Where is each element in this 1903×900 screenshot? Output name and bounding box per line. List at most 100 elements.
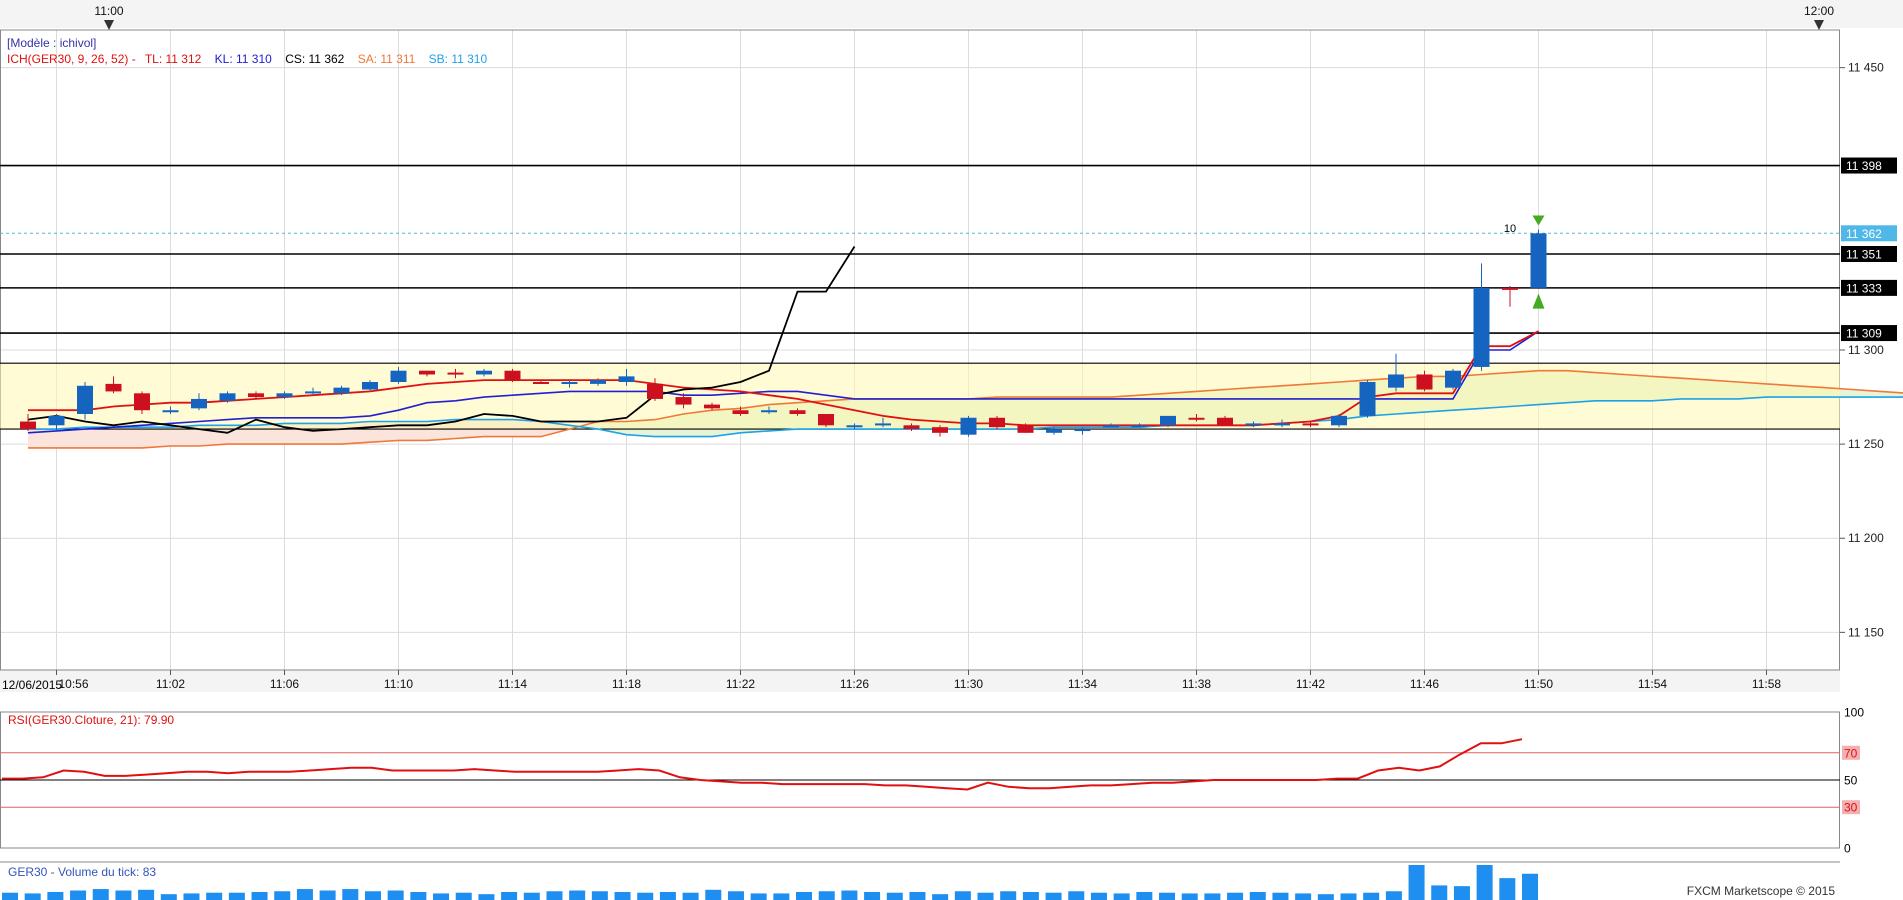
candle-body[interactable] [1416,374,1433,390]
volume-bar[interactable] [228,892,245,900]
candle-body[interactable] [789,410,806,414]
candle-body[interactable] [248,393,264,398]
candle-body[interactable] [447,372,464,375]
volume-bar[interactable] [1453,886,1470,900]
horizontal-levels[interactable]: 11 398 11 351 11 333 11 309 11 362 [0,157,1897,342]
volume-bar[interactable] [410,891,427,900]
volume-bar[interactable] [818,891,835,900]
candle-body[interactable] [48,415,65,426]
volume-bar[interactable] [183,893,200,900]
candle-body[interactable] [504,370,521,381]
candle-body[interactable] [960,417,977,435]
volume-bar[interactable] [1204,893,1221,900]
volume-bar[interactable] [705,889,722,900]
candle-body[interactable] [1302,423,1319,426]
candle-body[interactable] [903,425,920,430]
volume-bar[interactable] [1136,891,1153,900]
volume-bar[interactable] [115,890,132,900]
volume-bar[interactable] [1227,892,1244,900]
volume-bar[interactable] [954,891,971,900]
candle-body[interactable] [1473,287,1490,367]
volume-bar[interactable] [1113,893,1130,900]
candle-body[interactable] [1074,429,1091,432]
candle-body[interactable] [419,370,435,375]
volume-bar[interactable] [682,892,699,900]
candle-body[interactable] [1445,370,1461,388]
volume-bar[interactable] [24,893,41,900]
volume-bar[interactable] [886,892,903,900]
volume-bar[interactable] [2,892,18,900]
candle-body[interactable] [162,410,179,413]
volume-bar[interactable] [637,892,654,900]
volume-bar[interactable] [1363,892,1380,900]
volume-pane[interactable] [0,861,1840,900]
volume-bar[interactable] [92,889,109,900]
volume-bar[interactable] [1181,893,1198,900]
volume-bar[interactable] [478,894,495,900]
candle-body[interactable] [1188,417,1205,420]
volume-bar[interactable] [1295,893,1312,900]
candle-body[interactable] [476,370,492,375]
volume-bar[interactable] [773,893,790,900]
candle-body[interactable] [1103,425,1119,428]
volume-bar[interactable] [455,892,472,900]
volume-bar[interactable] [342,889,359,900]
volume-bar[interactable] [1068,891,1085,900]
candle-body[interactable] [1274,423,1290,426]
volume-bar[interactable] [1000,891,1017,900]
volume-bar[interactable] [864,891,881,900]
volume-bar[interactable] [523,892,540,900]
candle-body[interactable] [305,391,321,394]
candle-body[interactable] [1046,429,1062,433]
candle-body[interactable] [533,382,549,384]
candle-body[interactable] [704,404,720,409]
volume-bar[interactable] [932,894,949,900]
volume-bar[interactable] [1249,891,1266,900]
candle-body[interactable] [647,383,663,399]
candle-body[interactable] [761,410,777,413]
candle-body[interactable] [276,393,293,398]
volume-bar[interactable] [296,889,313,900]
candle-body[interactable] [1388,374,1404,388]
volume-bar[interactable] [1431,885,1448,900]
candlesticks[interactable] [20,215,1547,437]
candle-body[interactable] [1359,382,1376,416]
candle-body[interactable] [134,393,150,411]
candle-body[interactable] [561,382,578,384]
rsi-pane[interactable]: 100 70 50 30 0 [0,706,1864,856]
volume-bar[interactable] [1317,894,1334,900]
volume-bar[interactable] [750,893,767,900]
candle-body[interactable] [618,376,635,382]
volume-bar[interactable] [206,892,223,900]
candle-body[interactable] [675,397,692,405]
volume-bar[interactable] [138,889,155,900]
volume-bar[interactable] [1022,891,1039,900]
candle-body[interactable] [932,427,948,433]
volume-bar[interactable] [364,891,381,900]
candle-body[interactable] [818,414,834,426]
candle-body[interactable] [1502,287,1518,290]
volume-bar[interactable] [591,891,608,900]
volume-bar[interactable] [1476,865,1493,900]
volume-bar[interactable] [1045,892,1062,900]
volume-bar[interactable] [841,890,858,900]
volume-bar[interactable] [274,891,291,900]
candle-body[interactable] [1131,425,1148,428]
candle-body[interactable] [191,398,207,409]
volume-bar[interactable] [251,891,268,900]
candle-body[interactable] [333,387,350,394]
candle-body[interactable] [1245,423,1262,426]
volume-bar[interactable] [1090,892,1107,900]
volume-bar[interactable] [1385,891,1402,900]
volume-bar[interactable] [569,890,586,900]
volume-bar[interactable] [1340,893,1357,900]
volume-bar[interactable] [1159,892,1176,900]
volume-bar[interactable] [1408,865,1425,900]
candle-body[interactable] [1017,425,1034,433]
volume-bar[interactable] [433,893,450,900]
volume-bar[interactable] [727,891,744,900]
volume-bar[interactable] [160,894,177,900]
volume-bar[interactable] [796,891,813,900]
volume-bar[interactable] [1499,878,1516,900]
candle-body[interactable] [590,380,606,384]
